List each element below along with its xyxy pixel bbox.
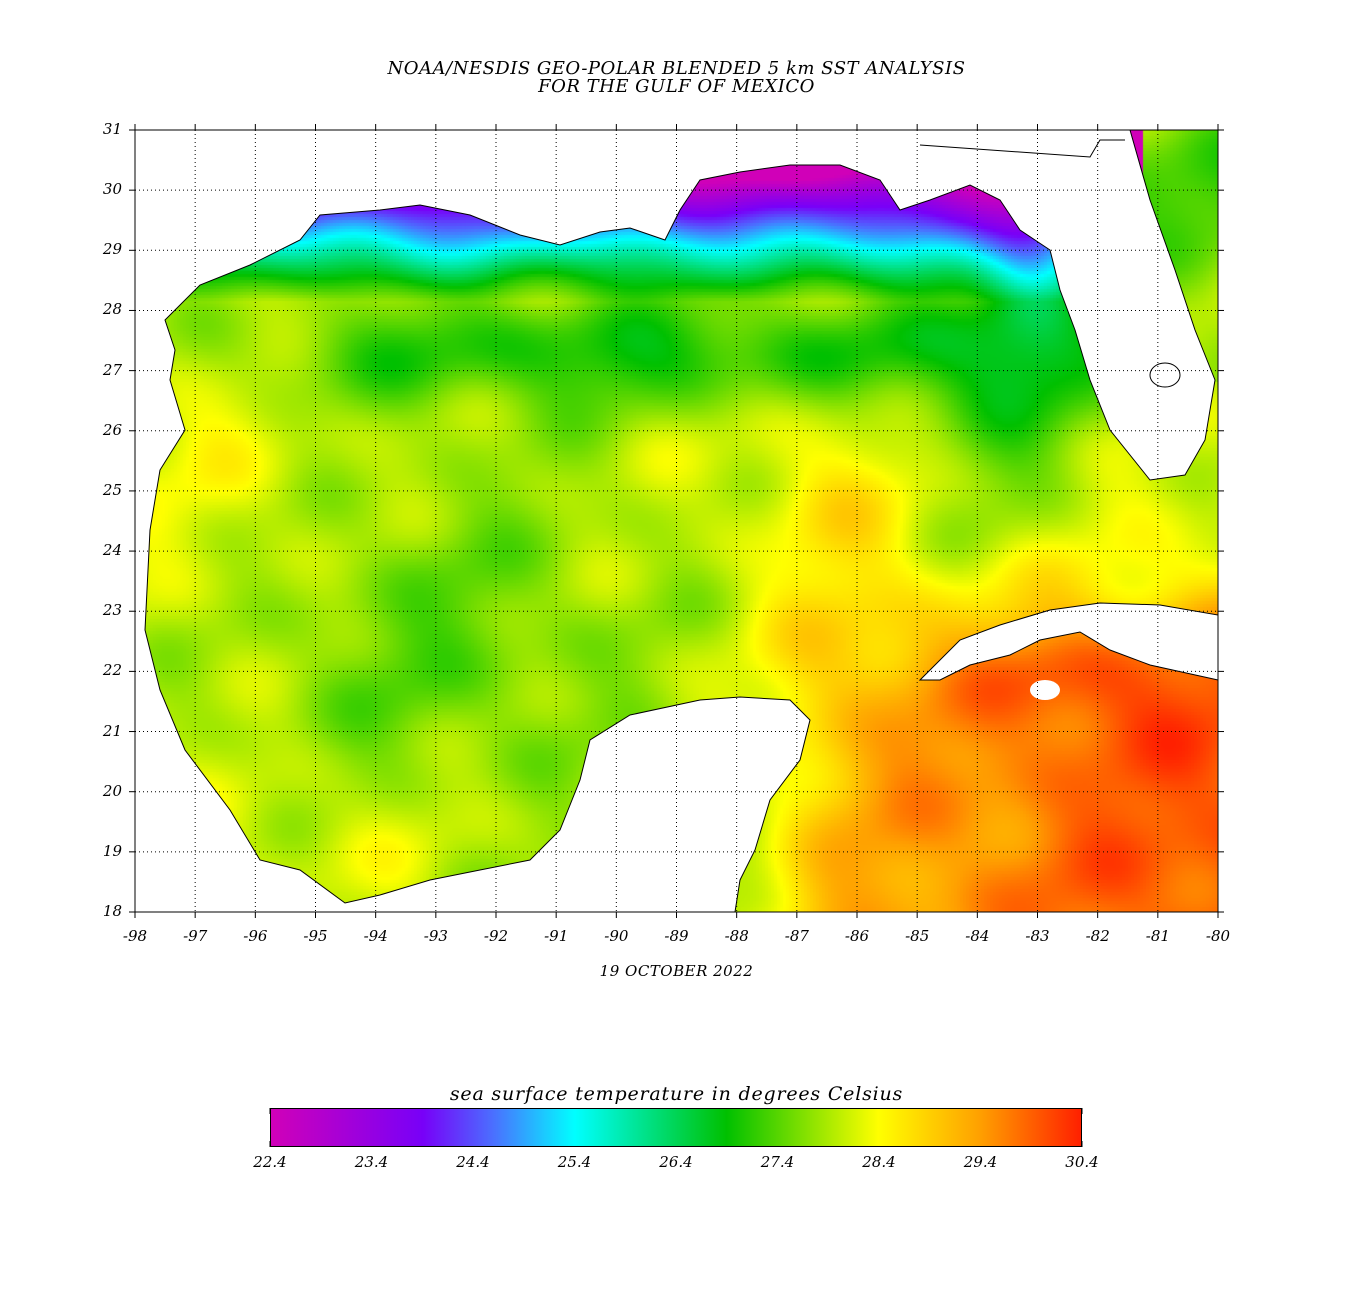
map-title-line-1: NOAA/NESDIS GEO-POLAR BLENDED 5 km SST A… — [387, 58, 966, 79]
lon-tick-label: -98 — [122, 927, 148, 945]
lon-tick-label: -80 — [1205, 927, 1231, 945]
lon-tick-label: -95 — [303, 927, 328, 945]
map-frame — [134, 129, 1219, 913]
colorbar-tick-label: 23.4 — [354, 1153, 389, 1171]
lon-tick-label: -93 — [423, 927, 448, 945]
colorbar-tick-label: 29.4 — [963, 1153, 998, 1171]
lat-tick-label: 22 — [102, 661, 122, 680]
lon-tick-label: -89 — [664, 927, 689, 945]
colorbar-tick-label: 22.4 — [253, 1153, 287, 1171]
lon-tick-label: -86 — [844, 927, 870, 945]
colorbar-tick-label: 26.4 — [659, 1153, 693, 1171]
state-border — [919, 139, 1125, 158]
lat-tick-label: 23 — [102, 601, 122, 620]
lat-tick-label: 18 — [102, 902, 122, 920]
lon-tick-label: -90 — [604, 927, 629, 945]
lon-tick-label: -84 — [965, 927, 990, 945]
colorbar-tick-label: 27.4 — [760, 1153, 795, 1171]
lon-tick-label: -92 — [483, 927, 509, 945]
lat-tick-label: 30 — [102, 180, 122, 199]
lon-tick-label: -96 — [243, 927, 268, 945]
lat-tick-label: 27 — [102, 360, 122, 379]
lat-tick-label: 24 — [102, 541, 122, 560]
lat-tick-label: 21 — [102, 721, 122, 740]
lon-tick-label: -97 — [183, 927, 208, 945]
colorbar-tick-label: 25.4 — [557, 1153, 592, 1171]
lon-tick-label: -81 — [1145, 927, 1170, 945]
lat-tick-label: 28 — [102, 300, 122, 319]
colorbar-tick-label: 28.4 — [862, 1153, 896, 1171]
map-title-line-2: FOR THE GULF OF MEXICO — [538, 76, 815, 97]
colorbar-tick-label: 24.4 — [456, 1153, 490, 1171]
lat-tick-label: 19 — [102, 841, 122, 860]
lat-tick-label: 25 — [102, 480, 122, 499]
cuba-land — [918, 602, 1219, 681]
lon-tick-label: -88 — [724, 927, 749, 945]
colorbar — [270, 1108, 1082, 1147]
lake-okeechobee — [1149, 362, 1181, 388]
lon-tick-label: -87 — [784, 927, 809, 945]
lon-tick-label: -82 — [1085, 927, 1110, 945]
lon-tick-label: -83 — [1025, 927, 1050, 945]
lat-tick-label: 31 — [102, 120, 122, 138]
date-label: 19 OCTOBER 2022 — [599, 962, 754, 980]
lat-tick-label: 26 — [102, 420, 122, 439]
colorbar-title: sea surface temperature in degrees Celsi… — [449, 1083, 904, 1105]
lat-tick-label: 29 — [102, 240, 122, 259]
lon-tick-label: -85 — [905, 927, 930, 945]
lon-tick-label: -91 — [544, 927, 569, 945]
colorbar-tick-label: 30.4 — [1065, 1153, 1099, 1171]
isla-de-la-juventud — [1030, 680, 1060, 700]
lon-tick-label: -94 — [363, 927, 388, 945]
land-mass — [134, 129, 1216, 913]
lat-tick-label: 20 — [102, 781, 122, 800]
